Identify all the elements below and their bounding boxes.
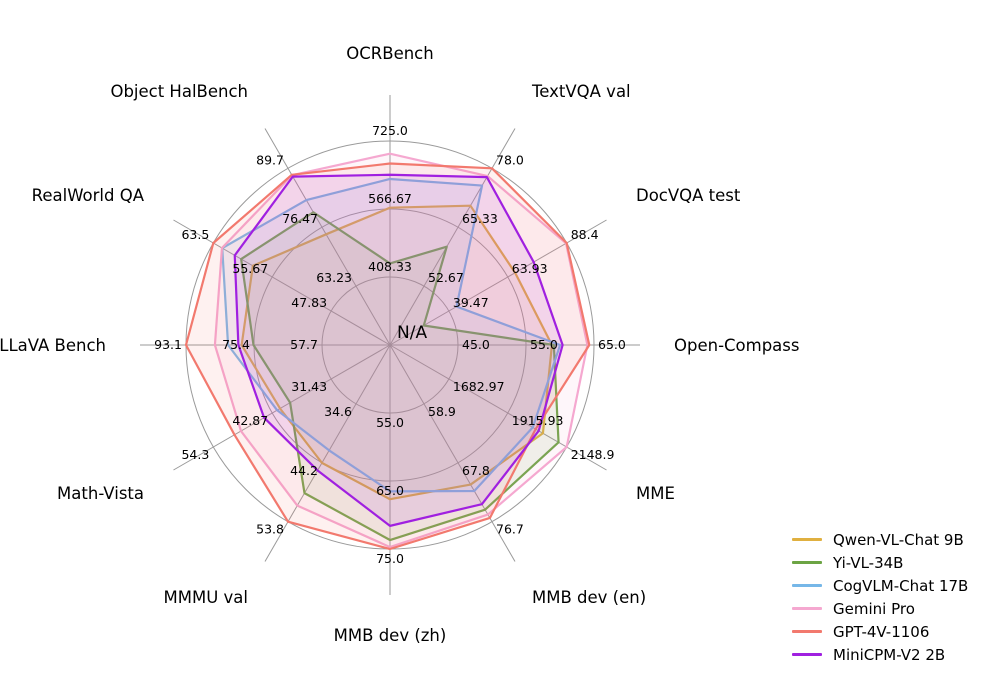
legend-item[interactable]: Gemini Pro: [792, 597, 982, 620]
tick-label-3-1: 55.0: [530, 337, 558, 352]
tick-label-9-0: 57.7: [290, 337, 318, 352]
axis-spoke-1: [389, 128, 516, 346]
legend-color-swatch: [792, 630, 822, 633]
legend-item[interactable]: GPT-4V-1106: [792, 620, 982, 643]
tick-label-4-2: 2148.9: [571, 447, 615, 462]
axis-spoke-5: [389, 344, 516, 562]
legend-label: Gemini Pro: [833, 599, 915, 618]
legend-color-swatch: [792, 538, 822, 541]
axis-label-mmb-dev-zh: MMB dev (zh): [334, 626, 447, 645]
tick-label-10-0: 47.83: [291, 295, 327, 310]
tick-label-1-0: 52.67: [428, 270, 464, 285]
axis-label-open-compass: Open-Compass: [674, 336, 800, 355]
legend-item[interactable]: CogVLM-Chat 17B: [792, 574, 982, 597]
tick-label-11-1: 76.47: [282, 211, 318, 226]
center-na-label: N/A: [397, 323, 427, 343]
axis-label-mmmu-val: MMMU val: [164, 588, 249, 607]
tick-label-6-2: 75.0: [376, 551, 404, 566]
tick-label-10-1: 55.67: [232, 261, 268, 276]
tick-label-11-2: 89.7: [256, 152, 284, 167]
legend-label: Yi-VL-34B: [833, 553, 904, 572]
axis-label-textvqa-val: TextVQA val: [531, 82, 631, 101]
chart-legend: Qwen-VL-Chat 9B Yi-VL-34B CogVLM-Chat 17B G…: [792, 528, 982, 666]
tick-label-2-0: 39.47: [453, 295, 489, 310]
tick-label-1-1: 65.33: [462, 211, 498, 226]
axis-spoke-4: [389, 344, 607, 471]
legend-color-swatch: [792, 561, 822, 564]
tick-label-9-1: 75.4: [222, 337, 250, 352]
tick-label-7-1: 44.2: [290, 463, 318, 478]
legend-label: Qwen-VL-Chat 9B: [833, 530, 964, 549]
axis-label-realworld-qa: RealWorld QA: [32, 186, 145, 205]
tick-label-0-2: 725.0: [372, 123, 408, 138]
axis-label-llava-bench: LLaVA Bench: [0, 336, 106, 355]
series-polygon-4: [184, 162, 591, 551]
series-layer: [184, 152, 591, 551]
tick-label-7-2: 53.8: [256, 522, 284, 537]
axis-spoke-2: [389, 219, 607, 346]
tick-label-5-0: 58.9: [428, 404, 456, 419]
tick-label-7-0: 34.6: [324, 404, 352, 419]
tick-label-8-0: 31.43: [291, 379, 327, 394]
legend-color-swatch: [792, 584, 822, 587]
axis-label-mme: MME: [636, 484, 675, 503]
legend-item[interactable]: Yi-VL-34B: [792, 551, 982, 574]
legend-color-swatch: [792, 607, 822, 610]
legend-item[interactable]: MiniCPM-V2 2B: [792, 643, 982, 666]
axis-spoke-8: [173, 344, 391, 471]
tick-label-4-1: 1915.93: [512, 413, 564, 428]
axis-label-ocrbench: OCRBench: [346, 44, 433, 63]
tick-label-6-0: 55.0: [376, 415, 404, 430]
axis-spoke-7: [264, 344, 391, 562]
grid-layer: [140, 95, 640, 595]
tick-label-4-0: 1682.97: [453, 379, 505, 394]
tick-label-5-1: 67.8: [462, 463, 490, 478]
tick-label-3-2: 65.0: [598, 337, 626, 352]
tick-label-11-0: 63.23: [316, 270, 352, 285]
legend-label: CogVLM-Chat 17B: [833, 576, 969, 595]
tick-label-6-1: 65.0: [376, 483, 404, 498]
tick-label-5-2: 76.7: [496, 522, 524, 537]
axis-label-layer: OCRBench TextVQA val DocVQA test Open-Compa…: [0, 44, 800, 645]
legend-label: MiniCPM-V2 2B: [833, 645, 946, 664]
tick-label-2-2: 88.4: [571, 227, 599, 242]
tick-label-8-2: 54.3: [181, 447, 209, 462]
tick-label-8-1: 42.87: [232, 413, 268, 428]
legend-item[interactable]: Qwen-VL-Chat 9B: [792, 528, 982, 551]
center-label-layer: N/A: [397, 323, 427, 343]
series-polygon-5: [233, 173, 564, 527]
axis-spoke-10: [173, 219, 391, 346]
tick-label-layer: 408.33 566.67 725.0 52.67 65.33 78.0 39.47 63.9…: [154, 123, 626, 566]
tick-label-1-2: 78.0: [496, 152, 524, 167]
series-polygon-0: [240, 204, 554, 501]
tick-label-10-2: 63.5: [181, 227, 209, 242]
tick-label-2-1: 63.93: [512, 261, 548, 276]
tick-label-0-1: 566.67: [368, 191, 412, 206]
axis-label-math-vista: Math-Vista: [57, 484, 144, 503]
axis-label-object-halbench: Object HalBench: [110, 82, 248, 101]
tick-label-0-0: 408.33: [368, 259, 412, 274]
legend-label: GPT-4V-1106: [833, 622, 930, 641]
series-polygon-1: [240, 211, 560, 542]
legend-color-swatch: [792, 653, 822, 656]
axis-spoke-11: [264, 128, 391, 346]
axis-label-mmb-dev-en: MMB dev (en): [532, 588, 646, 607]
tick-label-9-2: 93.1: [154, 337, 182, 352]
tick-label-3-0: 45.0: [462, 337, 490, 352]
axis-label-docvqa-test: DocVQA test: [636, 186, 741, 205]
